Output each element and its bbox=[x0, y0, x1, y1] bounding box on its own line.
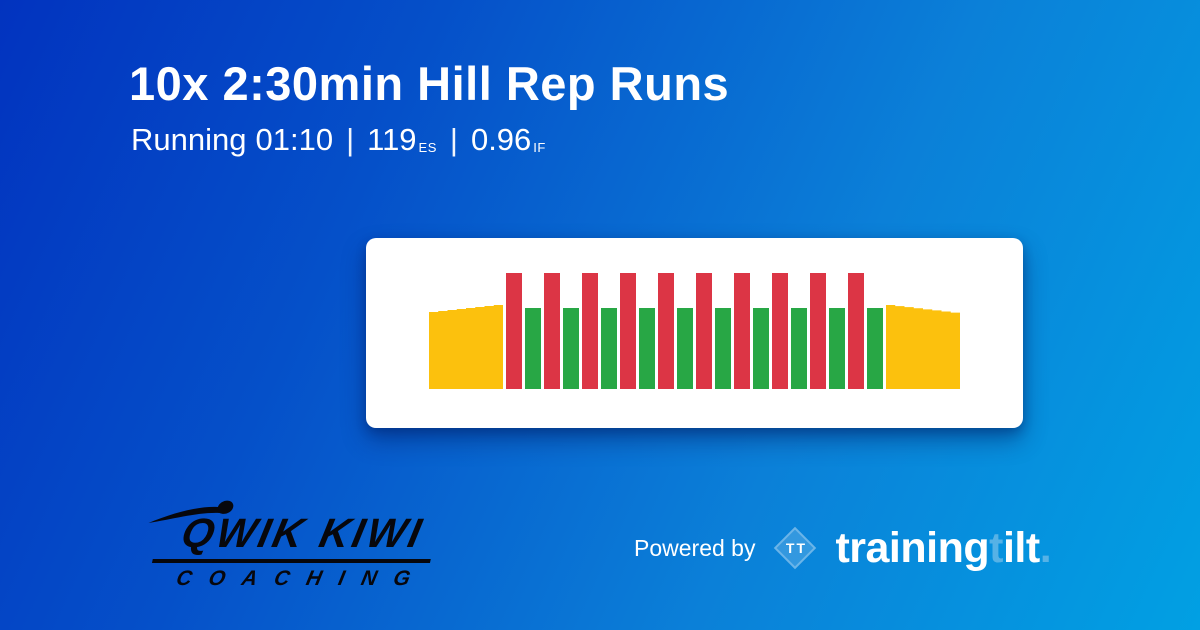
chart-segment-recovery bbox=[867, 308, 883, 389]
workout-title: 10x 2:30min Hill Rep Runs bbox=[129, 57, 730, 110]
powered-by-row: Powered by TT trainingtilt. bbox=[634, 518, 1052, 578]
workout-subtitle: Running 01:10 | 119 ES | 0.96 IF bbox=[131, 122, 546, 158]
powered-by-label: Powered by bbox=[634, 534, 756, 561]
chart-segment-recovery bbox=[525, 308, 541, 389]
chart-segment-recovery bbox=[829, 308, 845, 389]
chart-segment-cooldown bbox=[886, 305, 960, 389]
chart-segment-warmup bbox=[429, 305, 503, 389]
chart-segment-recovery bbox=[715, 308, 731, 389]
intensity-unit: IF bbox=[533, 140, 546, 155]
chart-segment-work bbox=[658, 273, 674, 389]
brand-part-period: . bbox=[1039, 523, 1052, 572]
diamond-initials: TT bbox=[785, 540, 808, 556]
chart-segment-work bbox=[506, 273, 522, 389]
brand-part-t: t bbox=[989, 523, 1003, 572]
coach-logo: QWIK KIWI COACHING bbox=[146, 500, 442, 591]
workout-chart bbox=[366, 273, 1023, 389]
chart-segment-work bbox=[734, 273, 750, 389]
chart-segment-recovery bbox=[563, 308, 579, 389]
chart-segment-work bbox=[544, 273, 560, 389]
kiwi-bird-icon bbox=[148, 500, 234, 523]
brand-part-ilt: ilt bbox=[1002, 523, 1040, 572]
chart-segment-recovery bbox=[753, 308, 769, 389]
activity-label: Running bbox=[131, 122, 247, 157]
separator: | bbox=[449, 122, 458, 157]
duration-value: 01:10 bbox=[255, 122, 334, 157]
stress-unit: ES bbox=[418, 140, 437, 155]
chart-segment-recovery bbox=[639, 308, 655, 389]
stress-value: 119 bbox=[367, 122, 417, 157]
intensity-value: 0.96 bbox=[470, 122, 532, 157]
chart-segment-work bbox=[772, 273, 788, 389]
chart-segment-work bbox=[848, 273, 864, 389]
trainingtilt-diamond-icon: TT bbox=[774, 526, 817, 570]
trainingtilt-logotype: trainingtilt. bbox=[835, 524, 1051, 573]
chart-segment-recovery bbox=[601, 308, 617, 389]
brand-part-training: training bbox=[835, 523, 990, 572]
coach-logo-subtext: COACHING bbox=[174, 567, 430, 590]
chart-segment-work bbox=[810, 273, 826, 389]
chart-segment-recovery bbox=[791, 308, 807, 389]
coach-logo-name: QWIK KIWI bbox=[148, 500, 442, 563]
chart-segment-recovery bbox=[677, 308, 693, 389]
separator: | bbox=[346, 122, 355, 157]
chart-segment-work bbox=[620, 273, 636, 389]
workout-card bbox=[366, 238, 1023, 428]
chart-segment-work bbox=[582, 273, 598, 389]
chart-segment-work bbox=[696, 273, 712, 389]
